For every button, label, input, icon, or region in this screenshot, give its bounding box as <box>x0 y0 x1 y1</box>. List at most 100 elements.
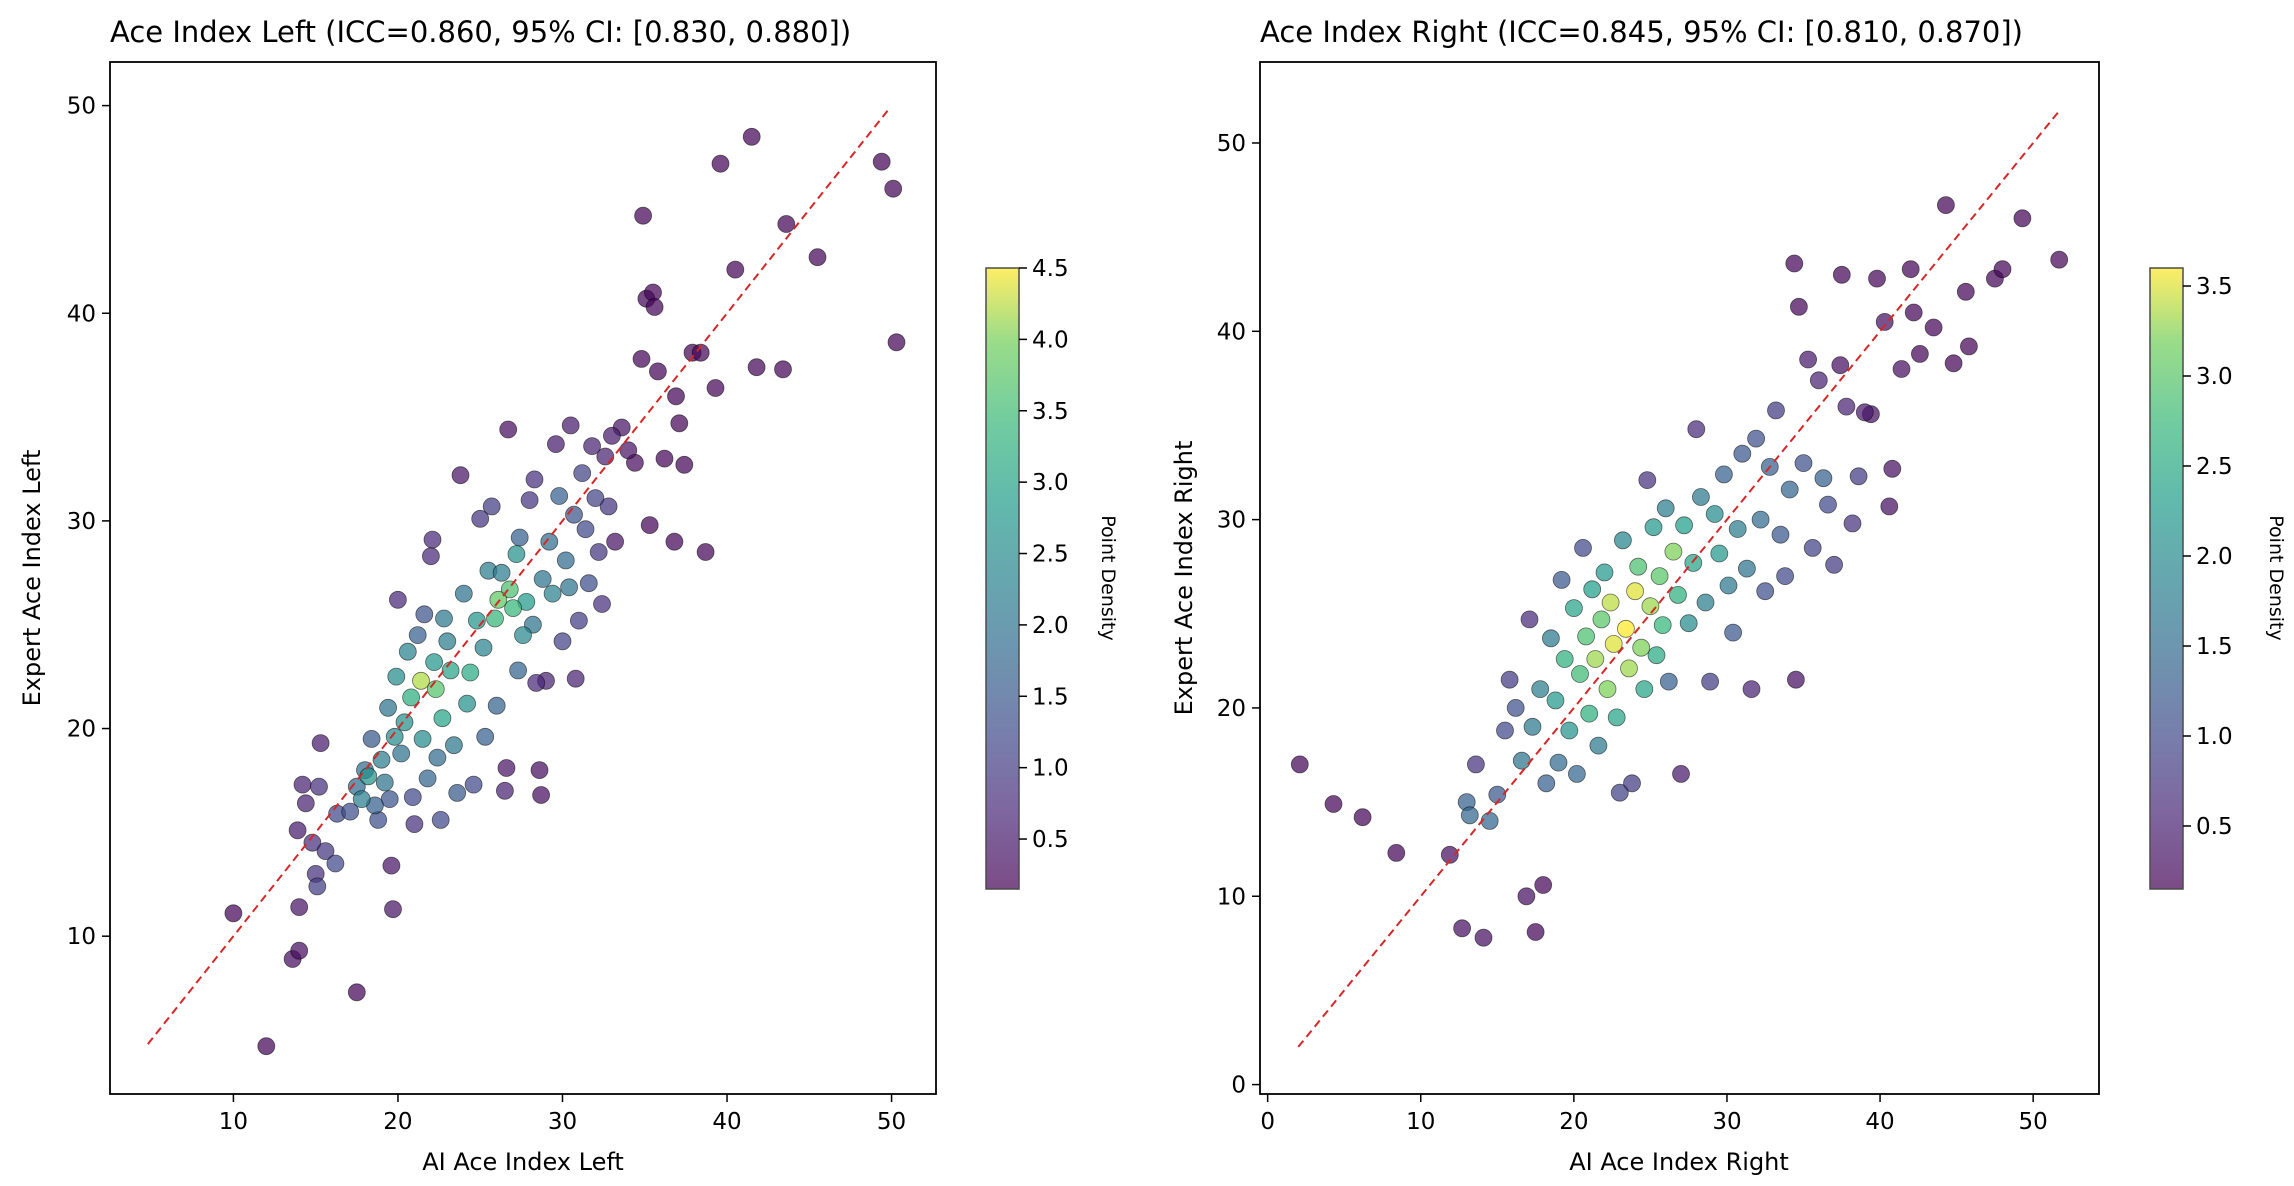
scatter-point <box>1565 599 1583 617</box>
scatter-point <box>1638 471 1657 490</box>
x-tick-label: 30 <box>1712 1109 1741 1135</box>
y-tick-label: 30 <box>67 509 96 535</box>
scatter-point <box>311 734 330 752</box>
scatter-point <box>303 833 322 852</box>
scatter-point <box>405 815 424 833</box>
scatter-point <box>667 387 685 406</box>
scatter-point <box>458 694 477 713</box>
right-panel: Ace Index Right (ICC=0.845, 95% CI: [0.8… <box>1170 15 2287 1176</box>
scatter-point <box>1595 563 1614 582</box>
scatter-point <box>379 698 398 717</box>
scatter-point <box>1825 555 1843 574</box>
scatter-point <box>1586 650 1605 668</box>
scatter-point <box>640 516 659 534</box>
colorbar-tick-label: 2.5 <box>1032 542 1069 568</box>
scatter-point <box>1546 691 1565 710</box>
scatter-point <box>1480 812 1499 830</box>
scatter-point <box>808 248 827 267</box>
scatter-point <box>530 761 549 779</box>
scatter-point <box>1560 721 1579 740</box>
scatter-point <box>884 179 903 198</box>
y-tick-label: 10 <box>67 924 96 950</box>
scatter-point <box>384 900 402 919</box>
scatter-point <box>1880 497 1899 516</box>
scatter-point <box>507 545 526 563</box>
right-x-axis-ticks: 0 10 20 30 40 50 <box>1260 1094 2048 1135</box>
scatter-point <box>380 790 399 808</box>
scatter-point <box>1855 403 1874 422</box>
scatter-point <box>408 626 427 644</box>
scatter-point <box>634 206 652 225</box>
scatter-point <box>603 426 621 445</box>
scatter-point <box>433 709 452 728</box>
scatter-point <box>579 574 598 593</box>
right-colorbar-ticks: 0.5 1.0 1.5 2.0 2.5 3.0 3.5 <box>2183 274 2233 840</box>
colorbar-tick-label: 4.5 <box>1032 256 1069 282</box>
scatter-point <box>412 671 430 690</box>
left-identity-line <box>147 109 890 1045</box>
scatter-point <box>1653 616 1672 634</box>
scatter-point <box>474 638 493 657</box>
scatter-point <box>471 509 490 528</box>
scatter-point <box>599 497 618 516</box>
scatter-point <box>1993 260 2012 279</box>
scatter-point <box>451 466 470 485</box>
scatter-point <box>566 669 585 688</box>
scatter-point <box>1512 751 1531 770</box>
scatter-point <box>726 260 745 279</box>
scatter-point <box>489 590 508 609</box>
scatter-point <box>696 543 715 561</box>
scatter-point <box>1552 571 1571 589</box>
scatter-point <box>1534 876 1553 894</box>
y-tick-label: 50 <box>67 94 96 120</box>
scatter-point <box>415 605 434 624</box>
scatter-point <box>1607 708 1626 727</box>
scatter-point <box>441 661 460 680</box>
right-identity-line <box>1297 108 2062 1048</box>
right-x-axis-label: AI Ace Index Right <box>1569 1148 1789 1176</box>
scatter-point <box>1719 576 1738 595</box>
scatter-point <box>1675 516 1693 535</box>
scatter-point <box>1453 919 1471 938</box>
colorbar-tick-label: 4.0 <box>1032 327 1069 353</box>
scatter-point <box>1819 495 1837 514</box>
colorbar-tick-label: 3.5 <box>2196 274 2233 300</box>
x-tick-label: 20 <box>1559 1109 1588 1135</box>
right-y-axis-label: Expert Ace Index Right <box>1170 441 1198 716</box>
scatter-point <box>565 505 583 524</box>
scatter-point <box>1614 531 1632 550</box>
scatter-point <box>1733 444 1752 463</box>
scatter-point <box>310 777 328 796</box>
colorbar-tick-label: 0.5 <box>1032 827 1069 853</box>
right-colorbar <box>2149 267 2184 890</box>
scatter-point <box>1849 467 1868 486</box>
scatter-point <box>1747 429 1765 448</box>
scatter-point <box>486 609 504 628</box>
scatter-point <box>476 727 495 746</box>
scatter-point <box>1577 627 1595 646</box>
scatter-point <box>533 570 552 588</box>
scatter-point <box>583 437 601 456</box>
scatter-point <box>448 784 467 802</box>
scatter-point <box>369 811 388 829</box>
scatter-point <box>887 333 906 352</box>
scatter-point <box>290 941 309 960</box>
colorbar-tick-label: 1.0 <box>2196 724 2233 750</box>
x-tick-label: 10 <box>219 1109 248 1135</box>
scatter-point <box>872 152 891 171</box>
scatter-point <box>1742 680 1761 698</box>
scatter-point <box>1531 680 1550 698</box>
scatter-point <box>1601 593 1620 612</box>
x-tick-label: 50 <box>877 1109 906 1135</box>
scatter-point <box>402 688 421 707</box>
scatter-point <box>316 842 335 860</box>
y-tick-label: 50 <box>1217 131 1246 157</box>
scatter-point <box>454 584 473 603</box>
x-tick-label: 50 <box>2019 1109 2048 1135</box>
y-tick-label: 40 <box>67 301 96 327</box>
scatter-point <box>1517 887 1536 906</box>
scatter-point <box>1901 260 1920 279</box>
scatter-point <box>570 611 588 630</box>
scatter-point <box>589 543 608 561</box>
